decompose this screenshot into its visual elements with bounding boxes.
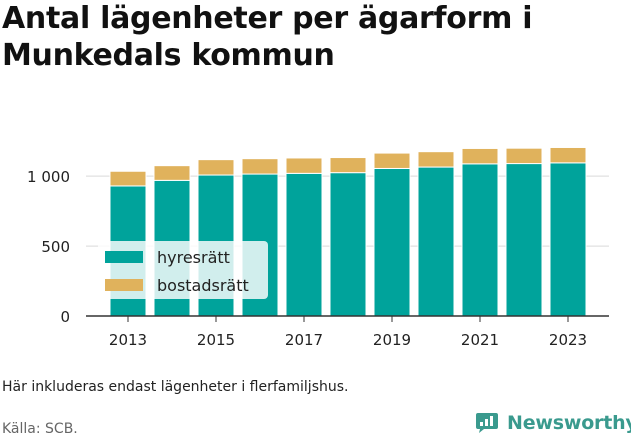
bar-bostadsratt	[373, 152, 411, 169]
x-axis-ticks: 2013 2015 2017 2019 2021 2023	[109, 316, 587, 349]
bar-hyresratt	[461, 163, 499, 317]
bar-hyresratt	[373, 167, 411, 317]
bar-bostadsratt	[197, 159, 235, 176]
bar-bostadsratt	[505, 147, 543, 165]
bar-bostadsratt	[153, 165, 191, 181]
bar-hyresratt	[417, 166, 455, 317]
x-tick-label: 2023	[549, 331, 587, 349]
newsworthy-logo: Newsworthy	[475, 408, 631, 438]
source-label: Källa: SCB.	[2, 421, 78, 437]
legend-label: hyresrätt	[157, 248, 230, 267]
x-tick-label: 2019	[373, 331, 411, 349]
bar-hyresratt	[549, 162, 587, 317]
bar-bostadsratt	[461, 147, 499, 165]
legend-label: bostadsrätt	[157, 276, 249, 295]
y-axis-tick-labels: 0 500 1 000	[27, 168, 70, 326]
bar-hyresratt	[505, 163, 543, 317]
bar-bostadsratt	[329, 157, 367, 174]
x-tick-label: 2015	[197, 331, 235, 349]
footnote: Här inkluderas endast lägenheter i flerf…	[2, 379, 349, 395]
legend-swatch-hyresratt	[105, 251, 143, 263]
bar-bostadsratt	[109, 170, 147, 187]
bar-hyresratt	[329, 172, 367, 317]
x-tick-label: 2017	[285, 331, 323, 349]
bar-bostadsratt	[241, 158, 279, 175]
bar-hyresratt	[285, 172, 323, 317]
bar-bostadsratt	[417, 151, 455, 168]
logo-text: Newsworthy	[507, 412, 631, 434]
y-tick-label: 0	[60, 308, 70, 326]
newsworthy-logo-icon	[476, 413, 498, 433]
x-tick-label: 2013	[109, 331, 147, 349]
x-tick-label: 2021	[461, 331, 499, 349]
y-tick-label: 500	[41, 238, 70, 256]
legend: hyresrätt bostadsrätt	[98, 241, 268, 299]
legend-swatch-bostadsratt	[105, 279, 143, 291]
chart-title: Antal lägenheter per ägarform i Munkedal…	[2, 1, 533, 73]
bar-bostadsratt	[549, 146, 587, 164]
y-tick-label: 1 000	[27, 168, 70, 186]
bar-bostadsratt	[285, 157, 323, 174]
